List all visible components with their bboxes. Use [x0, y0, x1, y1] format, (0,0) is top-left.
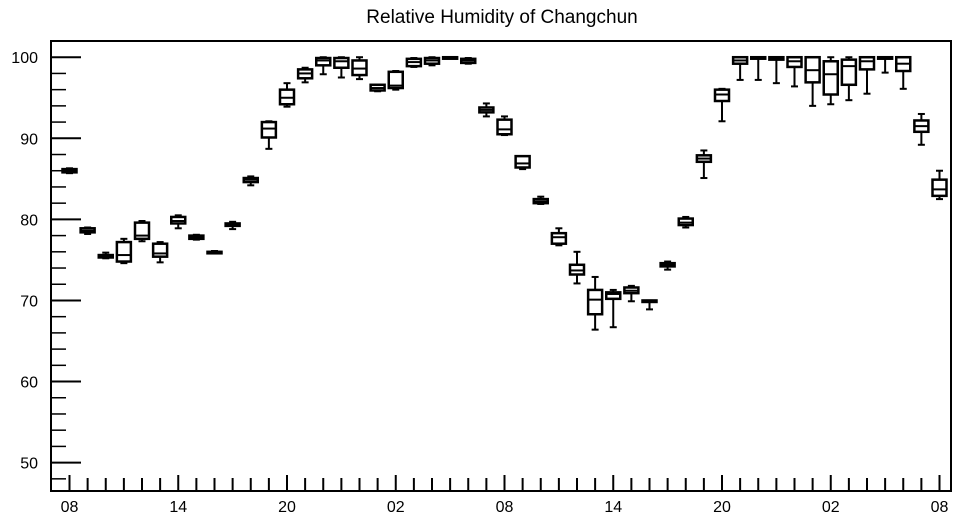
- box-46: [895, 55, 912, 90]
- box-18: [387, 70, 404, 91]
- box-iqr: [260, 120, 278, 139]
- y-tick-label: 90: [20, 131, 38, 148]
- y-tick-label: 70: [20, 293, 38, 310]
- box-38: [750, 55, 767, 81]
- box-21: [441, 55, 459, 60]
- box-iqr: [514, 154, 531, 169]
- box-16: [351, 56, 368, 81]
- x-tick-label: 14: [604, 499, 622, 516]
- x-tick-label: 20: [713, 499, 731, 516]
- box-22: [460, 57, 477, 65]
- box-35: [695, 149, 713, 180]
- box-27: [550, 227, 568, 247]
- box-4: [133, 220, 151, 243]
- box-iqr: [822, 60, 839, 96]
- y-tick-label: 80: [20, 212, 38, 229]
- box-30: [605, 288, 622, 329]
- box-iqr: [605, 291, 622, 301]
- box-24: [496, 115, 513, 137]
- box-45: [876, 55, 894, 74]
- box-41: [804, 55, 821, 107]
- box-9: [224, 220, 241, 231]
- box-iqr: [315, 56, 332, 67]
- x-tick-label: 08: [61, 499, 79, 516]
- box-23: [478, 102, 495, 118]
- box-32: [641, 299, 658, 311]
- box-19: [405, 57, 423, 68]
- box-1: [79, 226, 96, 235]
- box-iqr: [496, 118, 513, 136]
- box-0: [61, 167, 78, 175]
- box-6: [170, 214, 187, 230]
- x-tick-label: 02: [822, 499, 840, 516]
- box-series: [61, 55, 948, 331]
- box-5: [151, 241, 169, 264]
- box-47: [913, 112, 930, 146]
- box-20: [423, 56, 441, 67]
- x-tick-label: 02: [387, 499, 405, 516]
- box-iqr: [550, 231, 568, 245]
- box-7: [188, 233, 205, 241]
- box-iqr: [151, 242, 169, 258]
- plot-frame: [50, 40, 952, 492]
- box-3: [115, 237, 133, 265]
- box-25: [514, 154, 531, 171]
- box-40: [786, 55, 803, 88]
- box-12: [278, 82, 296, 108]
- box-2: [97, 251, 114, 260]
- box-iqr: [840, 58, 858, 87]
- box-42: [822, 56, 839, 106]
- box-11: [260, 120, 278, 150]
- box-39: [768, 55, 785, 85]
- x-tick-label: 20: [278, 499, 296, 516]
- box-36: [713, 87, 731, 123]
- x-tick-label: 14: [169, 499, 187, 516]
- x-tick-label: 08: [931, 499, 949, 516]
- box-14: [315, 56, 332, 76]
- box-28: [568, 250, 586, 285]
- box-44: [858, 55, 876, 95]
- axes: 50 60 70 80 90 100 08 14 20 02 08 14 20 02 08: [11, 40, 949, 516]
- box-26: [532, 195, 549, 205]
- box-29: [586, 275, 604, 331]
- x-tick-label: 08: [496, 499, 514, 516]
- box-34: [677, 215, 694, 229]
- y-tick-label: 60: [20, 375, 38, 392]
- y-tick-label: 50: [20, 456, 38, 473]
- box-31: [623, 284, 640, 303]
- box-iqr: [115, 240, 133, 263]
- chart-title: Relative Humidity of Changchun: [366, 7, 637, 28]
- box-iqr: [387, 70, 404, 90]
- box-37: [731, 55, 749, 81]
- box-33: [659, 260, 676, 271]
- y-tick-label: 100: [11, 50, 38, 67]
- box-8: [206, 250, 223, 255]
- box-48: [931, 169, 948, 201]
- box-10: [242, 175, 259, 187]
- box-iqr: [931, 178, 948, 198]
- box-15: [333, 56, 350, 79]
- box-13: [296, 66, 314, 84]
- box-43: [840, 56, 858, 102]
- box-iqr: [858, 55, 876, 71]
- box-iqr: [333, 56, 350, 70]
- box-17: [369, 83, 386, 93]
- box-iqr: [586, 288, 604, 316]
